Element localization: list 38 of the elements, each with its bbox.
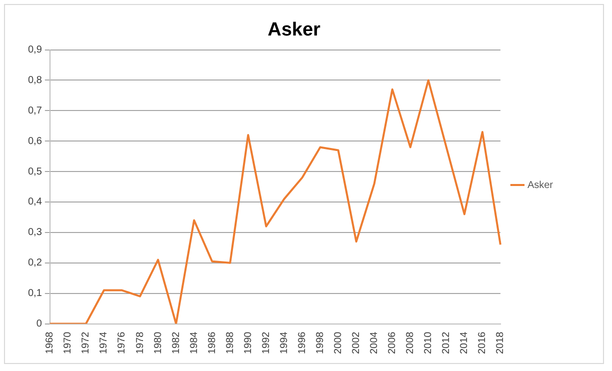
- x-tick-label: 1992: [260, 331, 272, 354]
- x-tick-label: 2006: [387, 331, 398, 354]
- x-tick-label: 2010: [423, 331, 434, 354]
- x-tick-label: 1986: [206, 331, 218, 354]
- x-tick-label: 1996: [296, 331, 308, 354]
- y-tick-label: 0,1: [28, 288, 42, 300]
- x-tick-label: 1974: [98, 331, 110, 354]
- x-tick-label: 1980: [152, 331, 164, 354]
- y-tick-label: 0,4: [28, 196, 42, 208]
- x-tick-label: 1998: [314, 331, 326, 354]
- y-tick-label: 0,7: [28, 105, 42, 116]
- x-tick-label: 1988: [224, 331, 236, 354]
- y-tick-label: 0,5: [28, 166, 42, 178]
- x-tick-label: 2016: [477, 331, 488, 354]
- chart-title: Asker: [268, 20, 322, 41]
- x-tick-label: 1984: [188, 331, 200, 354]
- y-tick-label: 0,2: [28, 258, 42, 269]
- x-tick-label: 1978: [134, 331, 146, 354]
- y-tick-label: 0,9: [28, 44, 42, 56]
- x-tick-label: 2014: [459, 331, 470, 354]
- x-tick-label: 1976: [116, 331, 128, 354]
- x-tick-label: 1982: [170, 331, 182, 354]
- y-tick-label: 0: [36, 318, 42, 330]
- legend-label: Asker: [527, 180, 554, 191]
- x-tick-label: 1968: [44, 331, 56, 354]
- y-tick-label: 0,6: [28, 136, 42, 147]
- y-tick-label: 0,8: [28, 74, 42, 86]
- x-tick-label: 2018: [495, 331, 506, 354]
- x-tick-label: 1994: [278, 331, 290, 354]
- x-tick-label: 1970: [62, 331, 74, 354]
- x-tick-label: 2000: [332, 331, 344, 354]
- x-tick-label: 2012: [441, 331, 452, 354]
- y-tick-label: 0,3: [28, 227, 42, 238]
- x-tick-label: 1972: [80, 331, 92, 354]
- x-tick-label: 2002: [351, 331, 362, 354]
- x-tick-label: 2008: [405, 331, 416, 354]
- x-tick-label: 1990: [242, 331, 254, 354]
- x-tick-label: 2004: [369, 331, 380, 354]
